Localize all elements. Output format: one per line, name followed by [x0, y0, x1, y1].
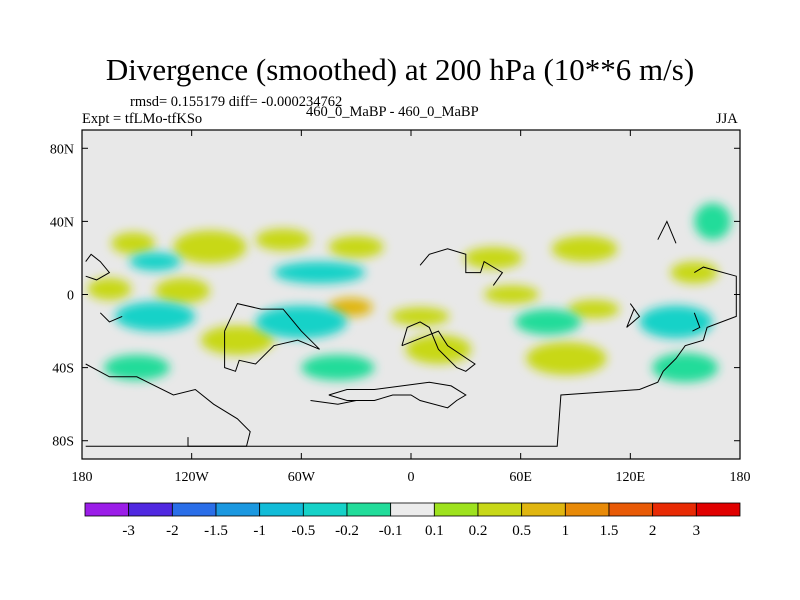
divergence-blob [255, 228, 311, 251]
divergence-blob [129, 252, 181, 271]
divergence-blob [526, 342, 607, 375]
colorbar-swatch [390, 502, 435, 517]
x-tick-label: 180 [72, 470, 93, 485]
colorbar-swatch [84, 502, 130, 517]
divergence-blob [464, 246, 523, 269]
divergence-blob [390, 307, 450, 326]
colorbar-level-label: 1.5 [600, 523, 619, 539]
divergence-blob [87, 278, 132, 300]
divergence-blob [301, 354, 375, 381]
colorbar-level-label: -0.5 [291, 523, 315, 539]
continent-outline [419, 248, 504, 286]
divergence-blob [484, 285, 539, 304]
colorbar-level-label: 1 [562, 523, 570, 539]
colorbar-level-label: -0.2 [335, 523, 359, 539]
y-tick-label: 80N [50, 142, 74, 157]
colorbar-swatch [215, 502, 261, 517]
divergence-blob [200, 325, 274, 355]
colorbar-level-label: -1 [253, 523, 266, 539]
colorbar-level-label: 0.1 [425, 523, 444, 539]
continent-outline [401, 321, 476, 372]
divergence-blob [652, 352, 719, 383]
divergence-blob [694, 203, 731, 240]
continent-outlines [85, 220, 737, 447]
y-tick-label: 40N [50, 215, 74, 230]
x-tick-label: 0 [408, 470, 415, 485]
divergence-blob [103, 354, 170, 381]
divergence-blob [328, 298, 373, 317]
chart-title: Divergence (smoothed) at 200 hPa (10**6 … [105, 52, 695, 87]
colorbar-swatch [346, 502, 392, 517]
colorbar-swatch [695, 502, 741, 517]
continent-outline [626, 303, 641, 328]
colorbar-level-label: 3 [693, 523, 701, 539]
divergence-blob [173, 230, 247, 264]
x-tick-label: 60E [509, 470, 532, 485]
colorbar-level-label: -3 [122, 523, 135, 539]
divergence-blob [515, 309, 581, 335]
colorbar: -3 -2 -1.5 -1 -0.5 -0.2 -0.1 0.1 0.2 0.5 1 1.5 2 3 [84, 502, 741, 539]
stats-label: rmsd= 0.155179 diff= -0.000234762 [130, 94, 343, 110]
colorbar-swatch [128, 502, 173, 517]
colorbar-level-label: 2 [649, 523, 657, 539]
continent-outline [657, 220, 677, 244]
divergence-blob [114, 301, 196, 332]
divergence-blob [328, 236, 384, 258]
colorbar-level-label: -2 [166, 523, 179, 539]
colorbar-swatch [608, 502, 654, 517]
season-label: JJA [716, 111, 738, 127]
continent-outline [85, 266, 737, 447]
colorbar-swatch [564, 502, 610, 517]
x-tick-label: 180 [730, 470, 751, 485]
y-tick-label: 80S [52, 435, 74, 450]
colorbar-swatch [477, 502, 523, 517]
divergence-blob [255, 305, 348, 339]
colorbar-level-label: -1.5 [204, 523, 228, 539]
x-tick-label: 120W [175, 470, 210, 485]
divergence-blob [155, 278, 210, 304]
y-tick-label: 40S [52, 362, 74, 377]
continent-outline [692, 312, 701, 332]
continent-outline [328, 381, 467, 409]
axis-ticks: 180 120W 60W 0 60E 120E 180 80N 40N 0 40S 80S [50, 130, 751, 485]
colorbar-level-label: -0.1 [379, 523, 403, 539]
continent-outline [224, 303, 320, 372]
colorbar-level-label: 0.2 [469, 523, 488, 539]
divergence-blob [568, 299, 620, 319]
plot-frame [81, 129, 741, 460]
y-tick-label: 0 [67, 289, 74, 304]
colorbar-swatch [259, 502, 304, 517]
colorbar-swatch [302, 502, 348, 517]
colorbar-swatch [521, 502, 566, 517]
continent-outline [310, 400, 357, 405]
divergence-blob [551, 236, 618, 262]
experiment-comparison-label: 460_0_MaBP - 460_0_MaBP [306, 104, 479, 120]
continent-outline [85, 253, 111, 281]
colorbar-swatch [652, 502, 697, 517]
continent-outline [99, 312, 123, 323]
x-tick-label: 120E [616, 470, 646, 485]
divergence-blob [111, 232, 156, 255]
colorbar-swatch [171, 502, 217, 517]
x-tick-label: 60W [288, 470, 316, 485]
divergence-blob [639, 305, 713, 339]
expt-label: Expt = tfLMo-tfKSo [82, 111, 203, 127]
colorbar-swatch [433, 502, 479, 517]
colorbar-level-label: 0.5 [512, 523, 531, 539]
divergence-blob [273, 261, 366, 284]
